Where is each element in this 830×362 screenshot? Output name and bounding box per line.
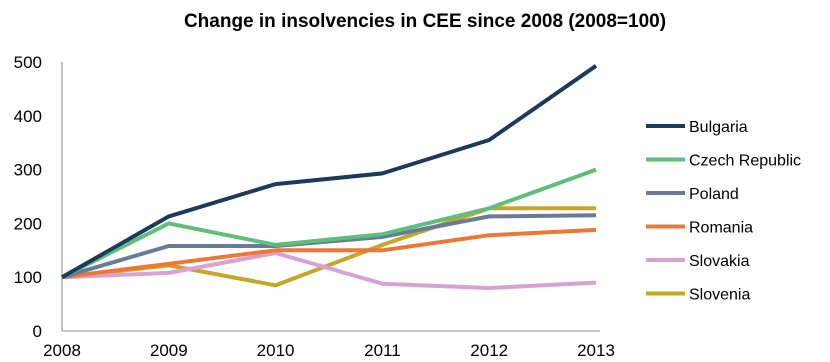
series-line-bulgaria xyxy=(61,64,598,279)
y-tick-label: 200 xyxy=(14,214,42,233)
chart-title: Change in insolvencies in CEE since 2008… xyxy=(184,11,666,32)
legend-label-poland: Poland xyxy=(689,186,739,203)
series-line-slovakia xyxy=(61,251,597,290)
x-tick-label: 2008 xyxy=(43,341,81,360)
legend-label-bulgaria: Bulgaria xyxy=(689,119,748,136)
y-tick-label: 400 xyxy=(14,107,42,126)
legend-label-czech-republic: Czech Republic xyxy=(689,153,801,170)
legend-label-slovenia: Slovenia xyxy=(689,287,750,304)
series-line-romania xyxy=(61,227,597,280)
x-tick-labels: 2008 2009 2010 2011 2012 2013 xyxy=(43,341,615,360)
y-tick-label: 100 xyxy=(14,268,42,287)
legend: Bulgaria Czech Republic Poland Romania Slova… xyxy=(646,119,801,304)
y-tick-labels: 0 100 200 300 400 500 xyxy=(14,53,42,341)
series-line-czech-republic xyxy=(61,167,597,279)
y-tick-label: 0 xyxy=(33,322,42,341)
legend-label-slovakia: Slovakia xyxy=(689,253,750,270)
y-tick-label: 500 xyxy=(14,53,42,72)
x-tick-label: 2009 xyxy=(150,341,188,360)
legend-label-romania: Romania xyxy=(689,220,753,237)
x-tick-label: 2012 xyxy=(470,341,508,360)
x-tick-label: 2010 xyxy=(257,341,295,360)
series-lines xyxy=(61,64,598,290)
x-tick-label: 2013 xyxy=(577,341,615,360)
x-tick-label: 2011 xyxy=(364,341,401,360)
y-tick-label: 300 xyxy=(14,161,42,180)
axes xyxy=(61,62,600,332)
